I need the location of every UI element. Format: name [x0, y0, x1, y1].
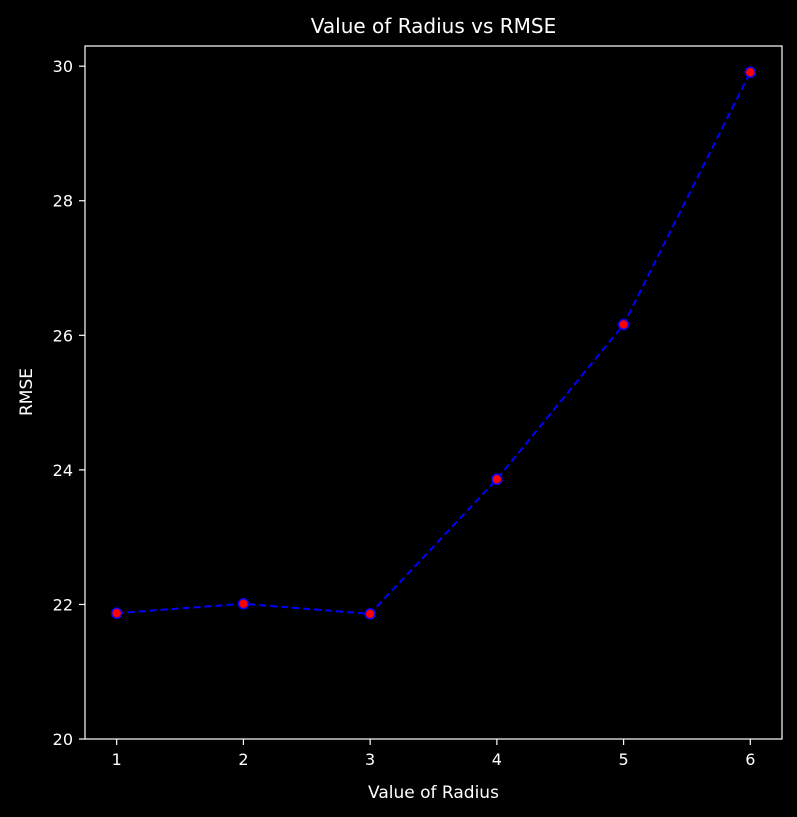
x-tick-label: 4: [492, 750, 502, 769]
data-point: [617, 318, 630, 331]
data-point: [364, 608, 376, 620]
y-axis-label: RMSE: [17, 368, 37, 416]
y-tick-label: 28: [53, 192, 73, 211]
y-tick-label: 30: [53, 57, 73, 76]
x-axis-label: Value of Radius: [368, 783, 499, 803]
y-tick-label: 24: [53, 461, 73, 480]
data-point: [491, 473, 503, 486]
tick-group: 1 2 3 4 5 6 20 22 24 26 28 30: [53, 57, 756, 769]
y-tick-label: 26: [53, 326, 73, 345]
data-point: [110, 607, 123, 619]
series-group: [110, 66, 757, 620]
x-tick-label: 2: [238, 750, 248, 769]
x-tick-label: 1: [112, 750, 122, 769]
x-tick-label: 3: [365, 750, 375, 769]
y-tick-label: 22: [53, 595, 73, 614]
chart-title: Value of Radius vs RMSE: [311, 14, 556, 38]
y-tick-label: 20: [53, 730, 73, 749]
data-point: [237, 598, 250, 610]
x-tick-label: 5: [618, 750, 628, 769]
plot-frame: [84, 45, 783, 740]
data-point: [744, 66, 757, 78]
series-line: [116, 71, 752, 615]
x-tick-label: 6: [745, 750, 755, 769]
